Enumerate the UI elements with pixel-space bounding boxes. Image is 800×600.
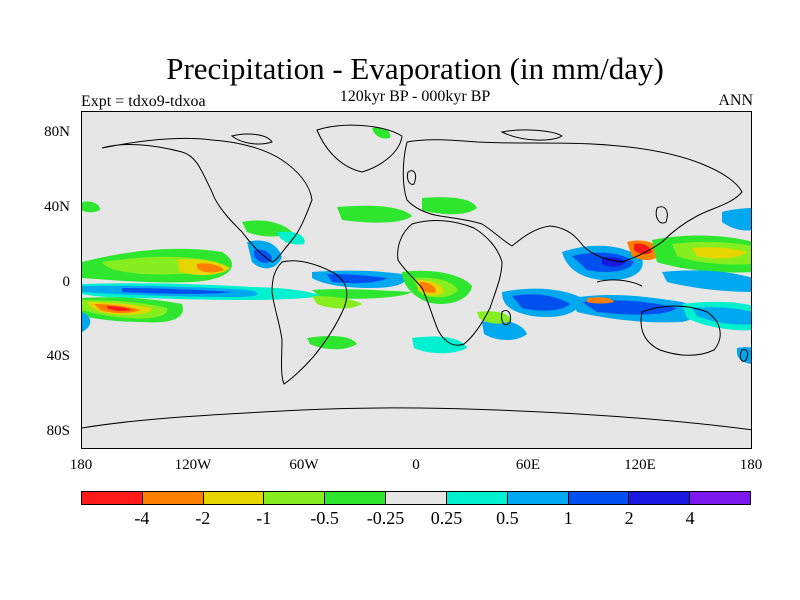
- colorbar-label: 0.5: [496, 508, 519, 528]
- colorbar-label: -2: [195, 508, 211, 528]
- colorbar-label: 1: [563, 508, 573, 528]
- colorbar-box: [629, 492, 691, 504]
- colorbar-box: [690, 492, 750, 504]
- x-axis-label: 60E: [515, 457, 541, 473]
- colorbar-label: 0.25: [430, 508, 463, 528]
- y-axis-label: 80N: [44, 124, 70, 140]
- plot-title: Precipitation - Evaporation (in mm/day): [166, 51, 664, 86]
- colorbar-box: [446, 492, 508, 504]
- anomaly-field: [82, 127, 751, 364]
- experiment-label: Expt = tdxo9-tdxoa: [81, 93, 206, 110]
- x-axis-label: 120W: [174, 457, 212, 473]
- x-axis-label: 60W: [289, 457, 319, 473]
- y-axis-label: 40N: [44, 199, 70, 215]
- colorbar-label: -1: [256, 508, 272, 528]
- colorbar-label: -0.5: [310, 508, 339, 528]
- colorbar-box: [568, 492, 630, 504]
- precip-evap-map: [82, 124, 751, 431]
- colorbar-box: [325, 492, 387, 504]
- colorbar-box: [264, 492, 326, 504]
- y-axis-label: 40S: [46, 348, 70, 364]
- x-axis-label: 120E: [624, 457, 656, 473]
- map-panel: [81, 111, 752, 449]
- colorbar-box: [203, 492, 265, 504]
- coastlines: [82, 124, 751, 431]
- x-axis-label: 0: [412, 457, 420, 473]
- colorbar-box: [142, 492, 204, 504]
- colorbar-box: [507, 492, 569, 504]
- x-axis-label: 180: [739, 457, 763, 473]
- colorbar-label: -0.25: [366, 508, 405, 528]
- colorbar: [81, 491, 751, 505]
- colorbar-box: [82, 492, 143, 504]
- x-axis-label: 180: [69, 457, 93, 473]
- y-axis-label: 80S: [46, 423, 70, 439]
- y-axis-label: 0: [62, 274, 71, 290]
- colorbar-box: [386, 492, 447, 504]
- plot-subtitle: 120kyr BP - 000kyr BP: [339, 88, 491, 105]
- colorbar-label: 2: [624, 508, 634, 528]
- colorbar-label: -4: [134, 508, 150, 528]
- season-label: ANN: [718, 92, 753, 109]
- colorbar-label: 4: [685, 508, 695, 528]
